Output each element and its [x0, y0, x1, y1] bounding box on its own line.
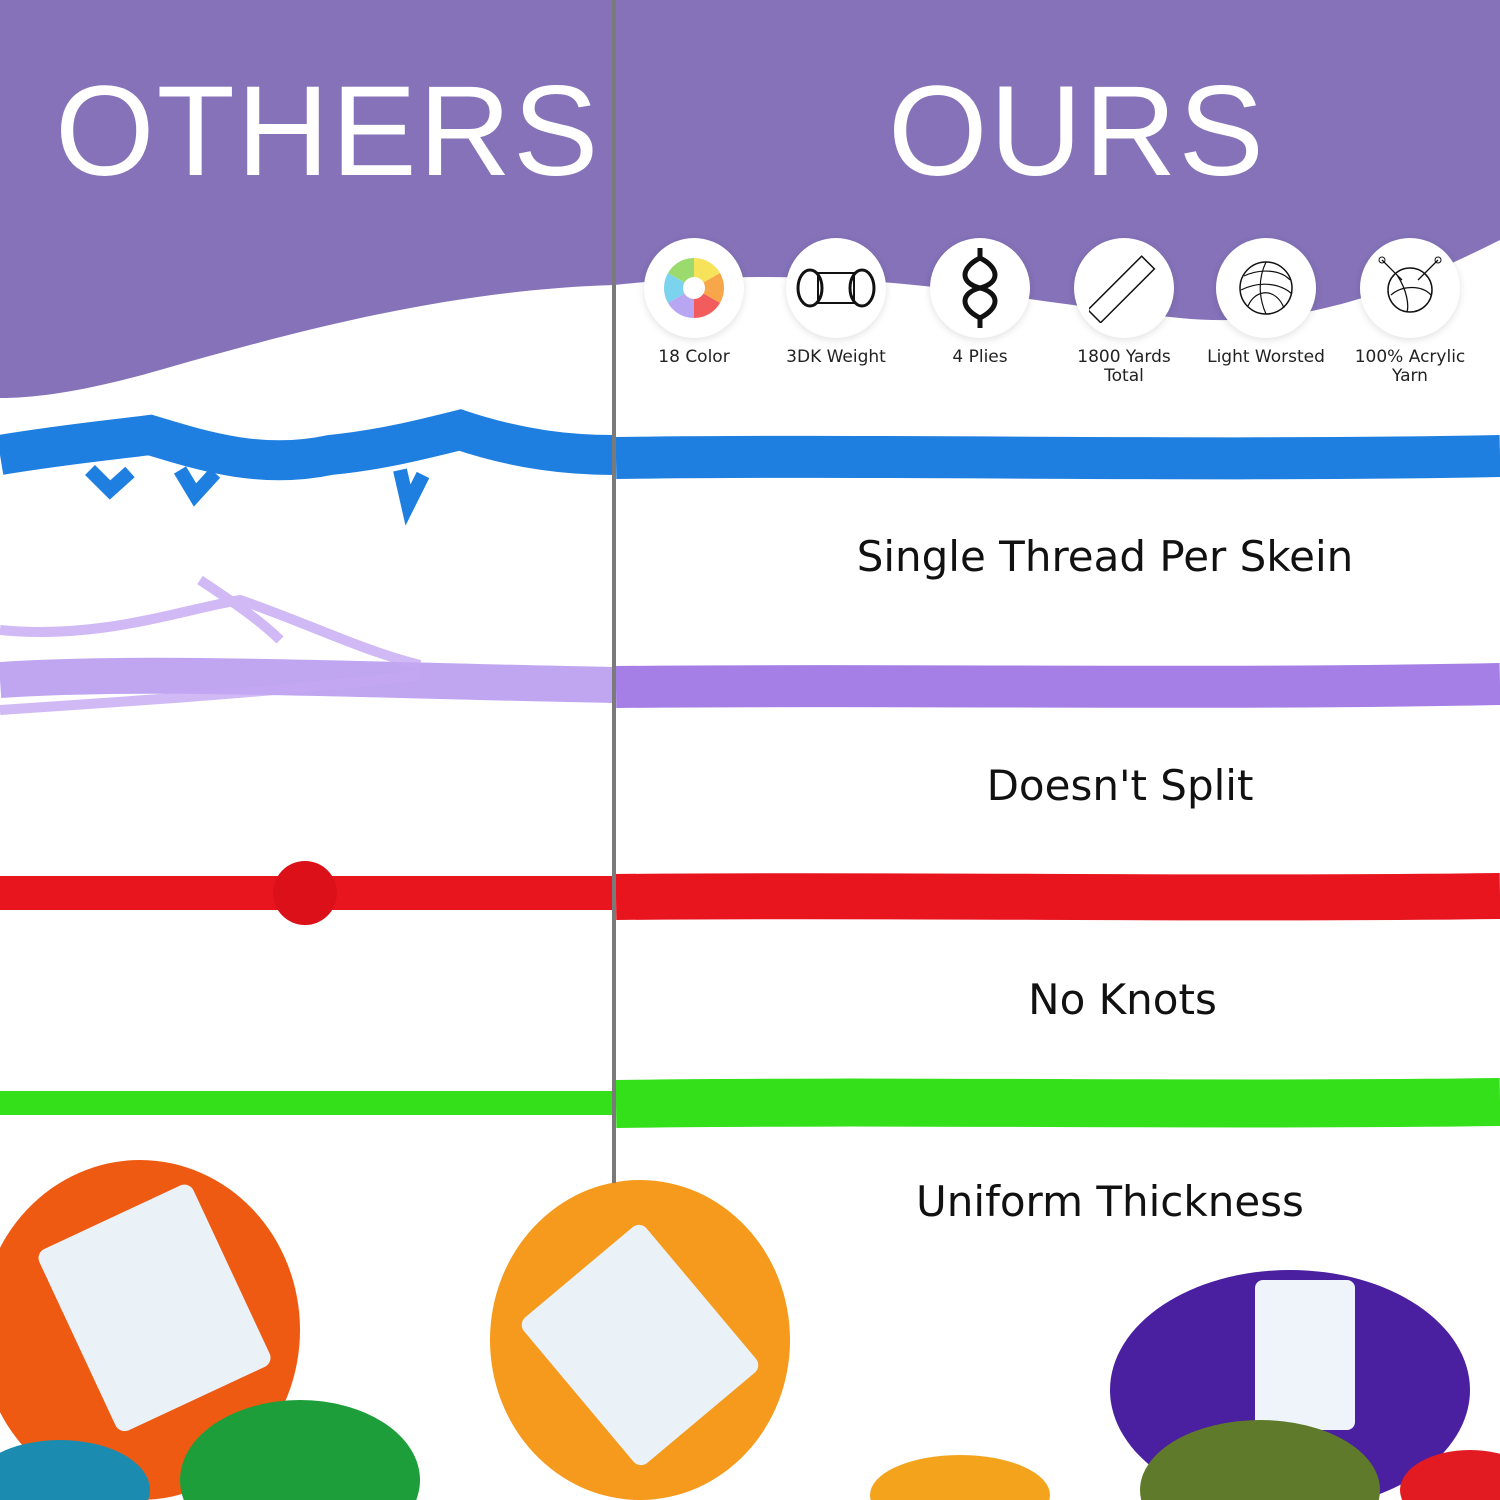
yarn-ball-teal: [0, 1440, 150, 1500]
ours-purple-strand: [615, 663, 1500, 708]
feature-yards: 1800 Yards Total: [1059, 238, 1189, 386]
yarn-ball-yellow: [870, 1455, 1050, 1500]
claim-single-thread: Single Thread Per Skein: [856, 532, 1354, 581]
claim-doesnt-split: Doesn't Split: [986, 761, 1254, 810]
others-blue-strand: [0, 409, 615, 481]
feature-plies: 4 Plies: [915, 238, 1045, 367]
others-purple-strand: [0, 657, 615, 703]
yarn-label-band: [1255, 1280, 1355, 1430]
yarn-ball-orange: [490, 1180, 790, 1500]
yarn-ball-needles-icon: [1360, 238, 1460, 338]
others-purple-strand-frays: [0, 575, 422, 715]
yarn-ball-icon: [1216, 238, 1316, 338]
others-blue-strand-clumps: [85, 465, 430, 526]
ruler-icon: [1074, 238, 1174, 338]
yarn-skein-icon: [786, 238, 886, 338]
others-heading: OTHERS: [55, 60, 601, 203]
feature-label: 3DK Weight: [786, 347, 886, 367]
feature-label: 4 Plies: [952, 347, 1008, 367]
comparison-divider: [612, 0, 616, 1183]
claim-uniform-thickness: Uniform Thickness: [916, 1177, 1304, 1226]
yarn-ball-olive: [1140, 1420, 1380, 1500]
yarn-ball-orange-red: [0, 1160, 300, 1500]
knot: [273, 861, 337, 925]
ours-heading: OURS: [888, 60, 1266, 203]
yarn-ball-red: [1400, 1450, 1500, 1500]
feature-worsted: Light Worsted: [1201, 238, 1331, 367]
banner-left: [0, 0, 614, 398]
feature-label: 1800 Yards Total: [1077, 347, 1171, 386]
feature-label: 100% Acrylic Yarn: [1354, 347, 1466, 386]
feature-colors: 18 Color: [629, 238, 759, 367]
yarn-ball-green: [180, 1400, 420, 1500]
feature-label: 18 Color: [658, 347, 730, 367]
claim-no-knots: No Knots: [1028, 975, 1217, 1024]
feature-acrylic: 100% Acrylic Yarn: [1345, 238, 1475, 386]
ours-green-strand: [615, 1078, 1500, 1128]
ours-blue-strand: [615, 435, 1500, 480]
color-wheel-icon: [644, 238, 744, 338]
yarn-label-band: [521, 1224, 759, 1466]
feature-label: Light Worsted: [1207, 347, 1325, 367]
ours-red-strand: [615, 873, 1500, 921]
feature-weight: 3DK Weight: [771, 238, 901, 367]
yarn-label-band: [38, 1184, 271, 1432]
twisted-plies-icon: [930, 238, 1030, 338]
